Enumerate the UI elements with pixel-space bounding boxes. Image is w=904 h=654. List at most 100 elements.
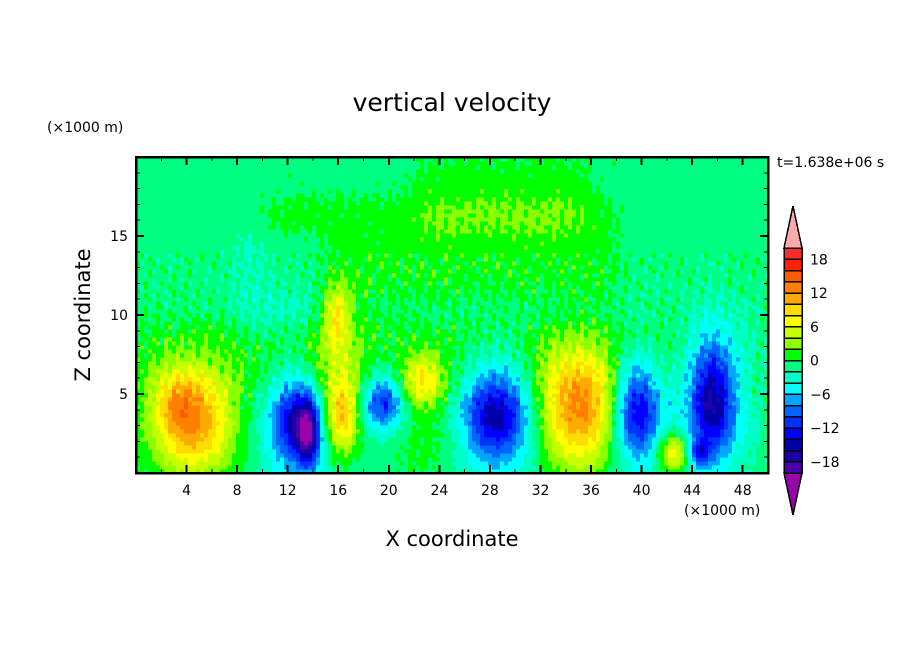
contour-cell	[340, 449, 345, 454]
contour-cell	[452, 337, 457, 342]
contour-cell	[524, 337, 537, 342]
contour-cell	[584, 333, 589, 338]
contour-cell	[368, 233, 437, 238]
contour-cell	[164, 265, 169, 270]
contour-cell	[336, 461, 341, 466]
contour-cell	[412, 333, 417, 338]
contour-cell	[508, 393, 517, 398]
contour-cell	[244, 365, 261, 370]
contour-cell	[568, 417, 573, 422]
contour-cell	[500, 405, 505, 410]
contour-cell	[680, 449, 685, 454]
contour-cell	[324, 421, 329, 426]
contour-cell	[700, 377, 705, 382]
contour-cell	[616, 357, 621, 362]
contour-cell	[376, 301, 381, 306]
contour-cell	[716, 301, 721, 306]
contour-cell	[280, 445, 289, 450]
contour-cell	[324, 385, 329, 390]
contour-cell	[732, 449, 741, 454]
contour-cell	[552, 237, 557, 242]
contour-cell	[476, 329, 481, 334]
contour-cell	[696, 269, 701, 274]
contour-cell	[488, 309, 493, 314]
contour-cell	[468, 337, 473, 342]
contour-cell	[512, 289, 517, 294]
contour-cell	[760, 373, 765, 378]
contour-cell	[268, 257, 273, 262]
contour-cell	[744, 465, 769, 470]
contour-cell	[668, 453, 677, 458]
contour-cell	[200, 425, 213, 430]
contour-cell	[552, 325, 557, 330]
contour-cell	[440, 457, 457, 462]
contour-cell	[264, 429, 273, 434]
contour-cell	[212, 297, 225, 302]
contour-cell	[160, 377, 165, 382]
contour-cell	[444, 377, 449, 382]
contour-cell	[520, 469, 529, 474]
contour-cell	[628, 377, 633, 382]
contour-cell	[580, 265, 585, 270]
contour-cell	[628, 293, 633, 298]
contour-cell	[552, 261, 557, 266]
contour-cell	[728, 425, 733, 430]
contour-cell	[312, 381, 317, 386]
contour-cell	[324, 389, 333, 394]
contour-cell	[296, 281, 301, 286]
contour-cell	[688, 377, 693, 382]
contour-cell	[284, 417, 289, 422]
contour-cell	[412, 285, 425, 290]
contour-cell	[448, 305, 453, 310]
contour-cell	[264, 405, 269, 410]
contour-cell	[552, 465, 557, 470]
contour-cell	[528, 449, 537, 454]
contour-cell	[416, 257, 421, 262]
contour-cell	[544, 405, 549, 410]
contour-cell	[708, 393, 713, 398]
contour-cell	[372, 393, 389, 398]
contour-cell	[584, 329, 589, 334]
contour-cell	[280, 329, 285, 334]
contour-cell	[312, 389, 317, 394]
contour-cell	[748, 277, 753, 282]
contour-cell	[328, 237, 421, 242]
contour-cell	[436, 329, 441, 334]
contour-cell	[292, 453, 301, 458]
contour-cell	[380, 401, 385, 406]
contour-cell	[428, 369, 441, 374]
contour-cell	[184, 393, 193, 398]
contour-cell	[168, 429, 185, 434]
contour-cell	[320, 441, 325, 446]
contour-cell	[312, 397, 317, 402]
contour-cell	[144, 405, 153, 410]
contour-cell	[692, 389, 697, 394]
contour-cell	[576, 377, 581, 382]
contour-cell	[228, 357, 233, 362]
contour-cell	[540, 277, 545, 282]
contour-cell	[440, 429, 453, 434]
contour-cell	[460, 349, 465, 354]
contour-cell	[660, 289, 665, 294]
contour-cell	[716, 321, 729, 326]
contour-cell	[696, 417, 701, 422]
contour-cell	[696, 297, 705, 302]
contour-cell	[164, 469, 177, 474]
contour-cell	[504, 317, 517, 322]
contour-cell	[328, 381, 333, 386]
contour-cell	[372, 369, 381, 374]
contour-cell	[268, 329, 273, 334]
contour-cell	[652, 405, 657, 410]
contour-cell	[148, 257, 153, 262]
contour-cell	[668, 433, 677, 438]
contour-cell	[152, 273, 173, 278]
contour-cell	[512, 293, 517, 298]
contour-cell	[628, 417, 633, 422]
contour-cell	[232, 289, 237, 294]
contour-cell	[752, 357, 757, 362]
contour-cell	[236, 421, 241, 426]
contour-cell	[240, 237, 245, 242]
contour-cell	[156, 269, 165, 274]
contour-cell	[616, 433, 621, 438]
contour-cell	[188, 285, 217, 290]
